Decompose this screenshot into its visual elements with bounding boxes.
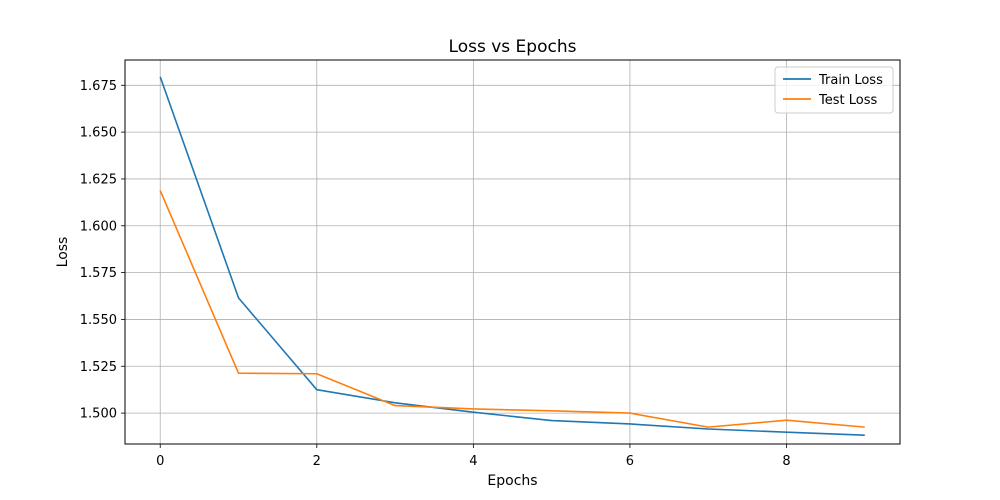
- y-tick-label: 1.675: [80, 79, 117, 94]
- x-tick-label: 2: [313, 454, 321, 469]
- series-group: [159, 76, 865, 436]
- x-tick-label: 0: [156, 454, 164, 469]
- series-line-train-loss: [159, 76, 865, 436]
- plot-frame: [124, 59, 901, 445]
- y-tick-label: 1.650: [80, 126, 117, 141]
- legend-label-test-loss: Test Loss: [818, 93, 877, 108]
- x-axis-ticks: 0 2 4 6 8: [156, 444, 791, 469]
- grid: [125, 60, 900, 444]
- x-axis-title: Epochs: [487, 473, 537, 489]
- legend-label-train-loss: Train Loss: [818, 73, 883, 88]
- y-tick-label: 1.550: [80, 313, 117, 328]
- y-tick-label: 1.575: [80, 266, 117, 281]
- y-tick-label: 1.625: [80, 172, 117, 187]
- x-tick-label: 8: [782, 454, 790, 469]
- x-tick-label: 4: [469, 454, 477, 469]
- y-tick-label: 1.600: [80, 219, 117, 234]
- chart-title: Loss vs Epochs: [449, 37, 577, 57]
- x-tick-label: 6: [626, 454, 634, 469]
- y-axis-title: Loss: [55, 237, 71, 268]
- y-axis-ticks: 1.500 1.525 1.550 1.575 1.600 1.625 1.650 1.675: [80, 79, 125, 422]
- legend: Train Loss Test Loss: [774, 66, 894, 114]
- y-tick-label: 1.500: [80, 407, 117, 422]
- series-line-test-loss: [159, 190, 865, 428]
- y-tick-label: 1.525: [80, 360, 117, 375]
